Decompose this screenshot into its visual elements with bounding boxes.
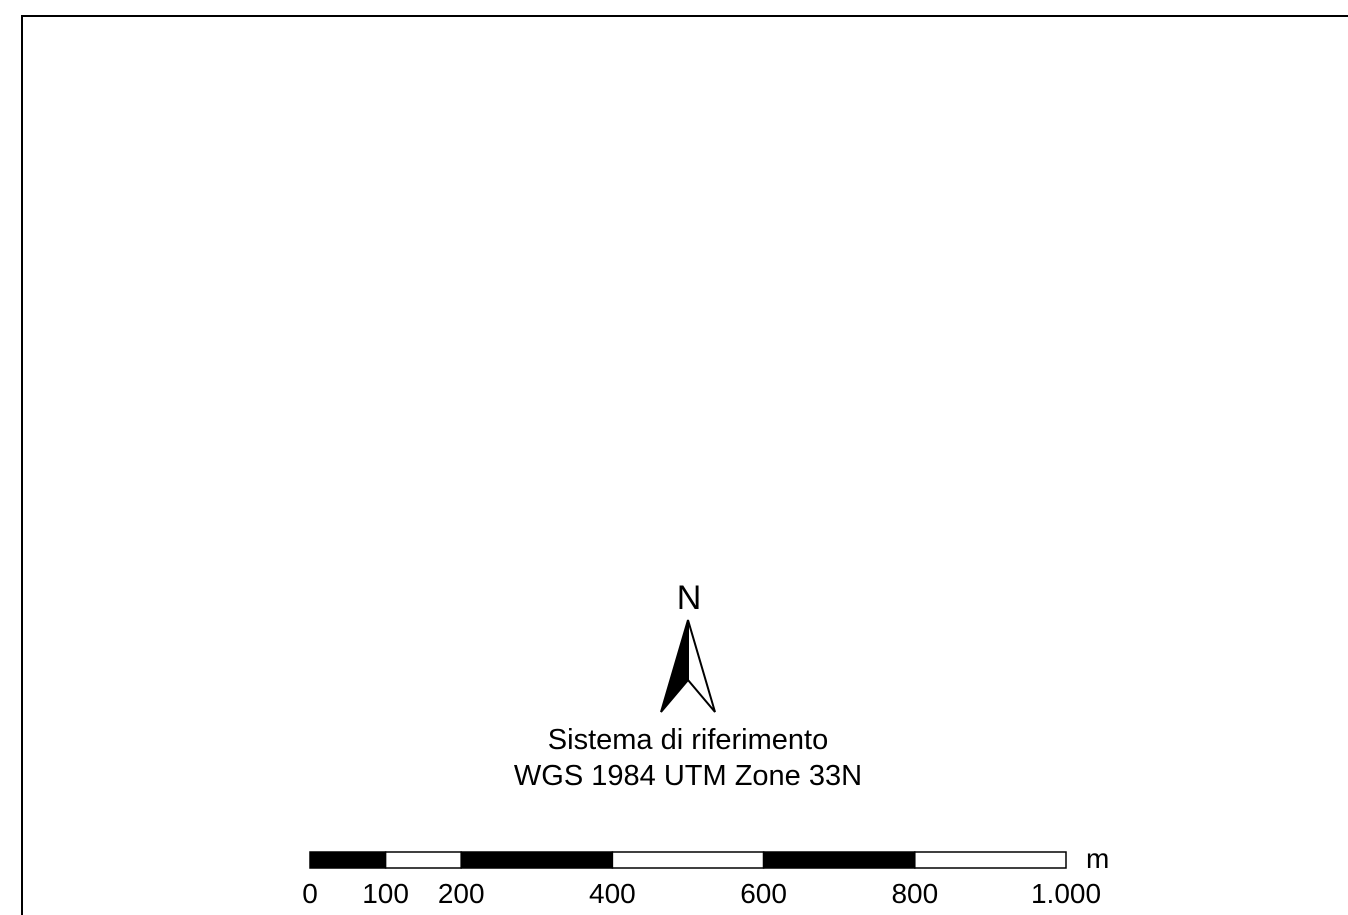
reference-system-heading: Sistema di riferimento bbox=[547, 724, 829, 756]
reference-system: Sistema di riferimento WGS 1984 UTM Zone… bbox=[450, 722, 926, 794]
scale-tick-label: 1.000 bbox=[1030, 878, 1102, 909]
scale-tick-label: 200 bbox=[437, 878, 485, 909]
north-label: N bbox=[676, 579, 702, 617]
north-arrow-light-half bbox=[687, 619, 716, 713]
scale-segment bbox=[460, 851, 614, 869]
map-frame bbox=[21, 15, 1348, 915]
scale-unit-label: m bbox=[1086, 843, 1110, 874]
scale-tick-label: 600 bbox=[740, 878, 787, 909]
reference-system-name: WGS 1984 UTM Zone 33N bbox=[513, 760, 863, 792]
scale-tick-label: 800 bbox=[891, 878, 939, 909]
scale-tick-label: 100 bbox=[362, 878, 409, 909]
scale-segment bbox=[762, 851, 916, 869]
scale-tick-label: 400 bbox=[589, 878, 636, 909]
scale-segment bbox=[309, 851, 387, 869]
scale-segment bbox=[384, 851, 462, 869]
scale-bar bbox=[309, 851, 1067, 869]
scale-segment bbox=[914, 851, 1067, 869]
north-arrow-dark-half bbox=[660, 619, 689, 713]
scale-segment bbox=[611, 851, 765, 869]
scale-tick-label: 0 bbox=[302, 878, 318, 909]
north-arrow-icon bbox=[660, 619, 716, 713]
